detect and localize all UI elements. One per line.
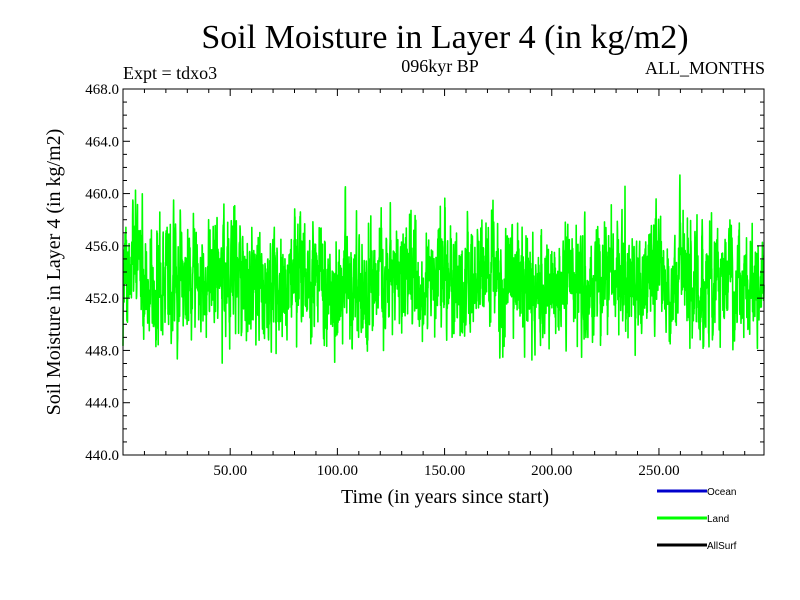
y-axis-ticks: 440.0 444.0 448.0 452.0 456.0 460.0 464.0 468.0	[85, 82, 764, 464]
x-axis-title: Time (in years since start)	[341, 486, 549, 508]
x-tick-label: 250.00	[638, 463, 679, 479]
legend-label-land: Land	[707, 514, 729, 525]
x-tick-label: 200.00	[531, 463, 572, 479]
months-label: ALL_MONTHS	[645, 58, 765, 78]
x-axis-ticks: 50.00 100.00 150.00 200.00 250.00	[143, 89, 746, 479]
y-tick-label: 440.0	[85, 448, 119, 464]
y-tick-label: 448.0	[85, 343, 119, 359]
series-line-land	[122, 174, 765, 364]
x-tick-label: 50.00	[213, 463, 247, 479]
x-tick-label: 100.00	[317, 463, 358, 479]
legend-label-allsurf: AllSurf	[707, 541, 737, 552]
legend: Ocean Land AllSurf	[657, 487, 737, 552]
chart-title: Soil Moisture in Layer 4 (in kg/m2)	[201, 19, 688, 56]
y-tick-label: 464.0	[85, 134, 119, 150]
experiment-label: Expt = tdxo3	[123, 63, 217, 83]
x-tick-label: 150.00	[424, 463, 465, 479]
plot-series	[122, 174, 765, 364]
legend-label-ocean: Ocean	[707, 487, 736, 498]
period-label: 096kyr BP	[401, 56, 479, 76]
y-tick-label: 452.0	[85, 291, 119, 307]
y-tick-label: 444.0	[85, 396, 119, 412]
y-tick-label: 460.0	[85, 187, 119, 203]
y-tick-label: 468.0	[85, 82, 119, 98]
y-tick-label: 456.0	[85, 239, 119, 255]
plot-frame	[122, 88, 765, 456]
y-axis-title: Soil Moisture in Layer 4 (in kg/m2)	[43, 129, 65, 416]
